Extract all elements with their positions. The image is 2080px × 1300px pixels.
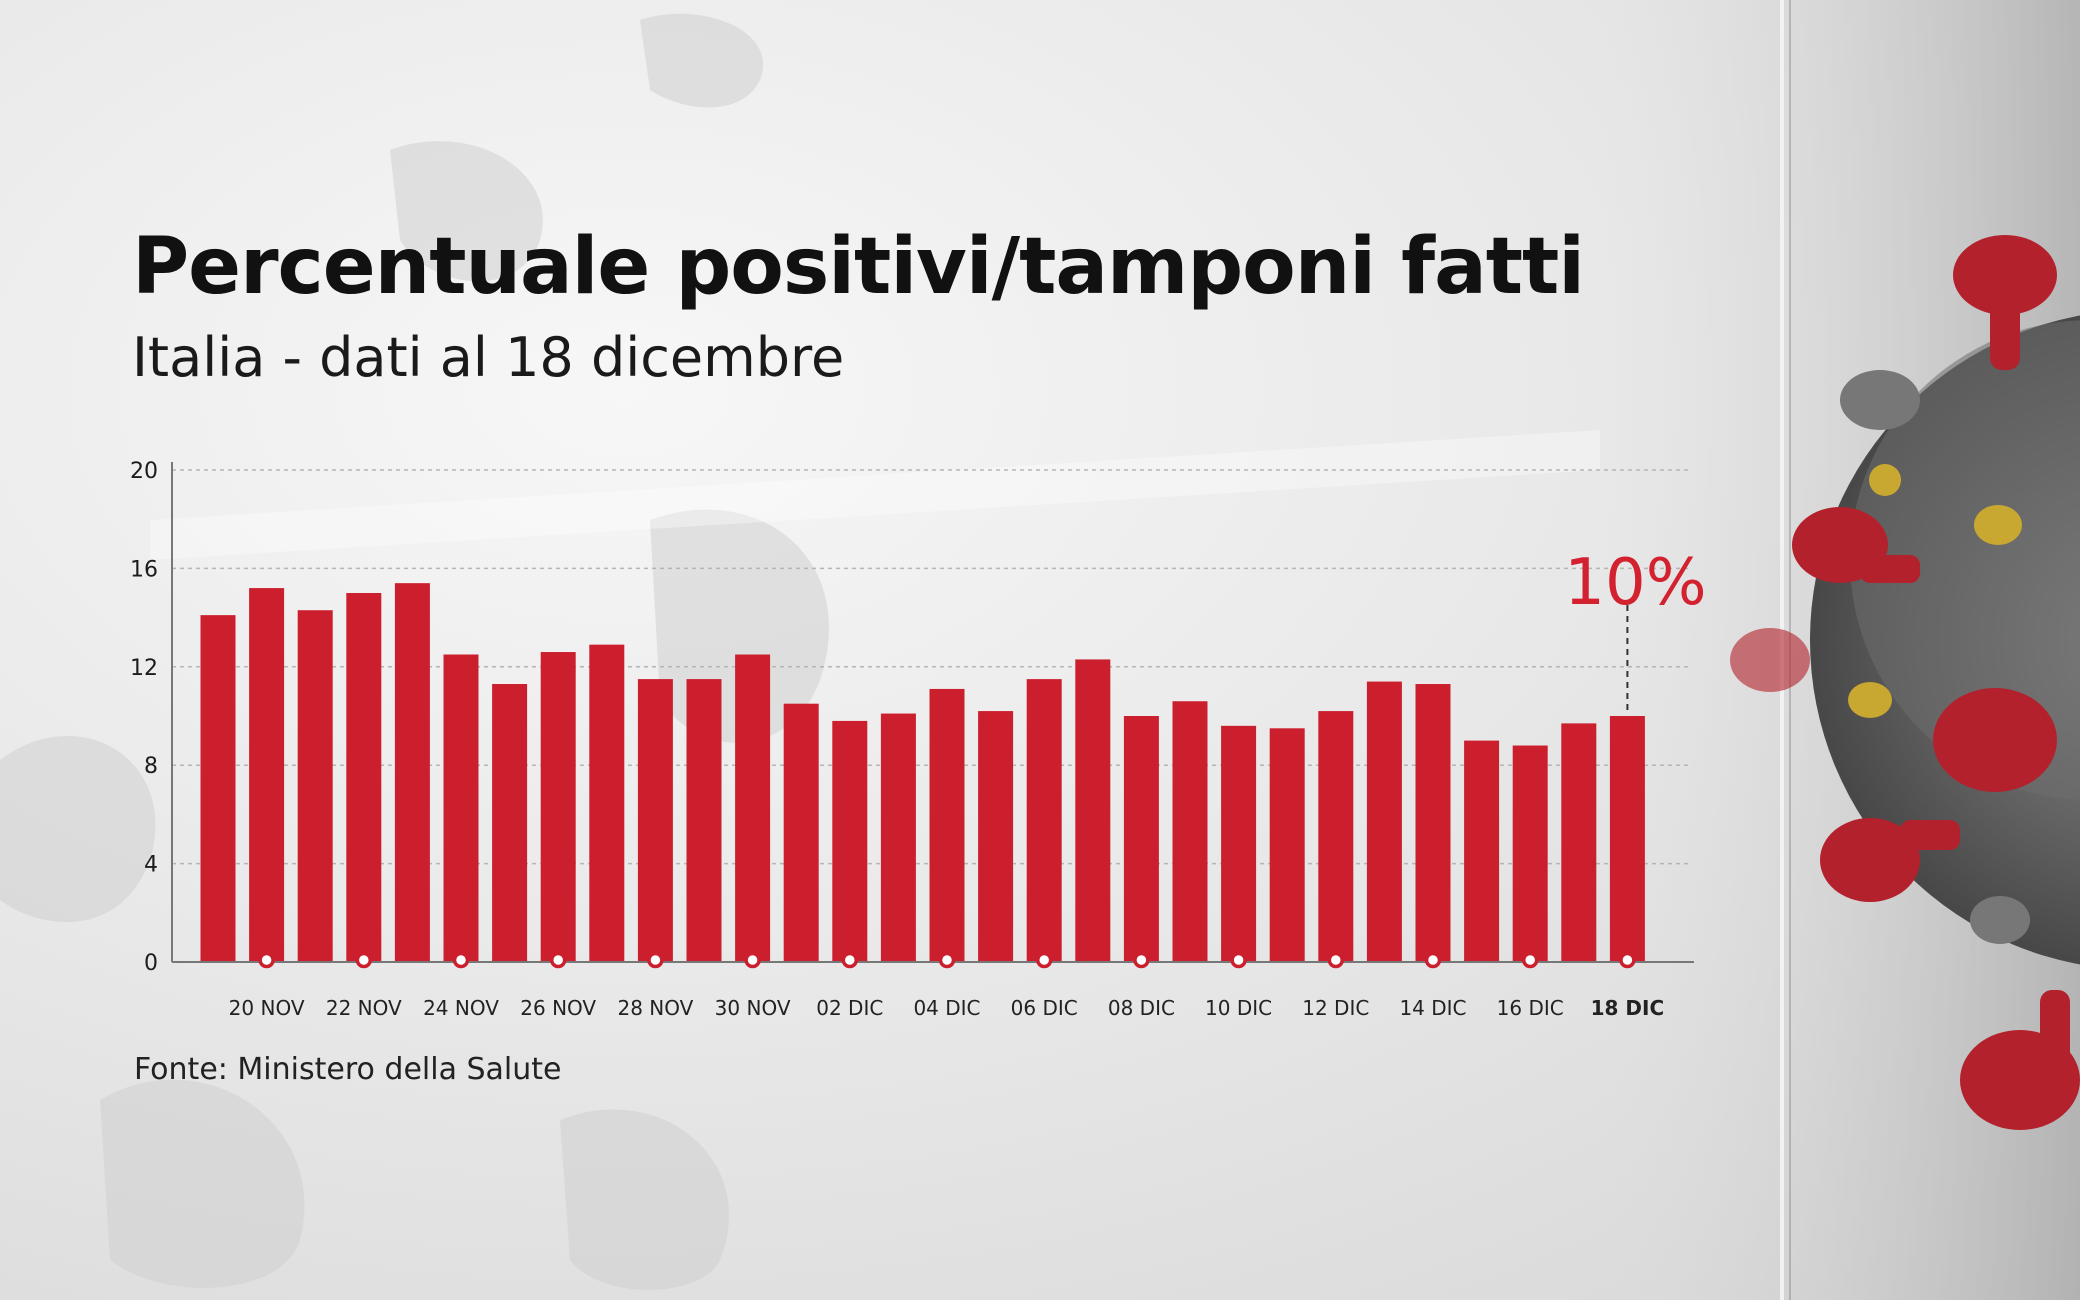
bar <box>929 688 965 962</box>
x-tick-label: 14 DIC <box>1399 996 1466 1020</box>
chart-subtitle: Italia - dati al 18 dicembre <box>132 326 845 389</box>
bar <box>1221 725 1257 962</box>
y-tick-label: 20 <box>130 459 158 484</box>
bar <box>1172 701 1208 962</box>
bar <box>735 654 771 962</box>
date-marker <box>1424 951 1442 969</box>
x-tick-label: 04 DIC <box>913 996 980 1020</box>
y-axis-ticks: 0 4 8 12 16 20 <box>130 459 158 976</box>
bar <box>589 644 625 962</box>
x-tick-label: 12 DIC <box>1302 996 1369 1020</box>
x-tick-label: 20 NOV <box>229 996 305 1020</box>
date-marker <box>1327 951 1345 969</box>
date-marker <box>744 951 761 969</box>
date-marker <box>1230 951 1247 969</box>
date-marker <box>452 951 470 969</box>
bar <box>978 711 1014 962</box>
bars <box>200 583 1645 962</box>
x-tick-label: 18 DIC <box>1591 996 1665 1020</box>
date-marker <box>1133 951 1150 969</box>
bar <box>1512 745 1548 962</box>
bar <box>1123 716 1159 962</box>
date-marker <box>1521 951 1539 969</box>
coronavirus-illustration <box>1730 235 2080 1130</box>
bar <box>783 703 819 962</box>
date-marker <box>258 951 275 969</box>
bar <box>1464 740 1500 962</box>
source-note: Fonte: Ministero della Salute <box>134 1052 562 1087</box>
y-tick-label: 4 <box>144 853 158 878</box>
bar <box>1026 679 1062 962</box>
bar <box>200 615 236 962</box>
callout: 10% <box>1564 546 1707 712</box>
date-marker <box>841 951 859 969</box>
x-tick-label: 08 DIC <box>1108 996 1175 1020</box>
x-tick-label: 28 NOV <box>617 996 693 1020</box>
x-tick-label: 02 DIC <box>816 996 883 1020</box>
bar <box>1269 728 1305 962</box>
bar <box>297 610 333 962</box>
bar <box>249 588 285 962</box>
y-tick-label: 16 <box>130 557 158 582</box>
x-tick-label: 22 NOV <box>326 996 402 1020</box>
bar <box>540 652 576 962</box>
bar <box>686 679 722 962</box>
bar <box>637 679 673 962</box>
bar <box>443 654 479 962</box>
y-tick-label: 8 <box>144 754 158 779</box>
date-marker <box>938 951 956 969</box>
date-marker <box>355 951 373 969</box>
bar <box>880 713 916 962</box>
date-marker <box>1619 951 1636 969</box>
date-markers <box>258 951 1636 969</box>
bar <box>492 684 528 962</box>
y-tick-label: 0 <box>144 951 158 976</box>
x-tick-label: 10 DIC <box>1205 996 1272 1020</box>
bar <box>1318 711 1354 962</box>
x-tick-label: 30 NOV <box>715 996 791 1020</box>
callout-value-label: 10% <box>1564 546 1706 620</box>
x-tick-label: 16 DIC <box>1497 996 1564 1020</box>
bar <box>832 720 868 962</box>
bar <box>1609 716 1645 962</box>
x-tick-label: 24 NOV <box>423 996 499 1020</box>
bar <box>346 593 382 962</box>
bar <box>1075 659 1111 962</box>
date-marker <box>647 951 664 969</box>
x-axis-labels: 20 NOV 22 NOV 24 NOV 26 NOV 28 NOV 30 NOV 02 D… <box>229 996 1664 1020</box>
chart-title: Percentuale positivi/tamponi fatti <box>132 222 1585 312</box>
bar <box>1561 723 1597 962</box>
y-tick-label: 12 <box>130 656 158 681</box>
x-tick-label: 06 DIC <box>1011 996 1078 1020</box>
x-tick-label: 26 NOV <box>520 996 596 1020</box>
bar <box>394 583 430 962</box>
date-marker <box>1035 951 1053 969</box>
date-marker <box>549 951 567 969</box>
bar <box>1415 684 1451 962</box>
bar <box>1366 681 1402 962</box>
